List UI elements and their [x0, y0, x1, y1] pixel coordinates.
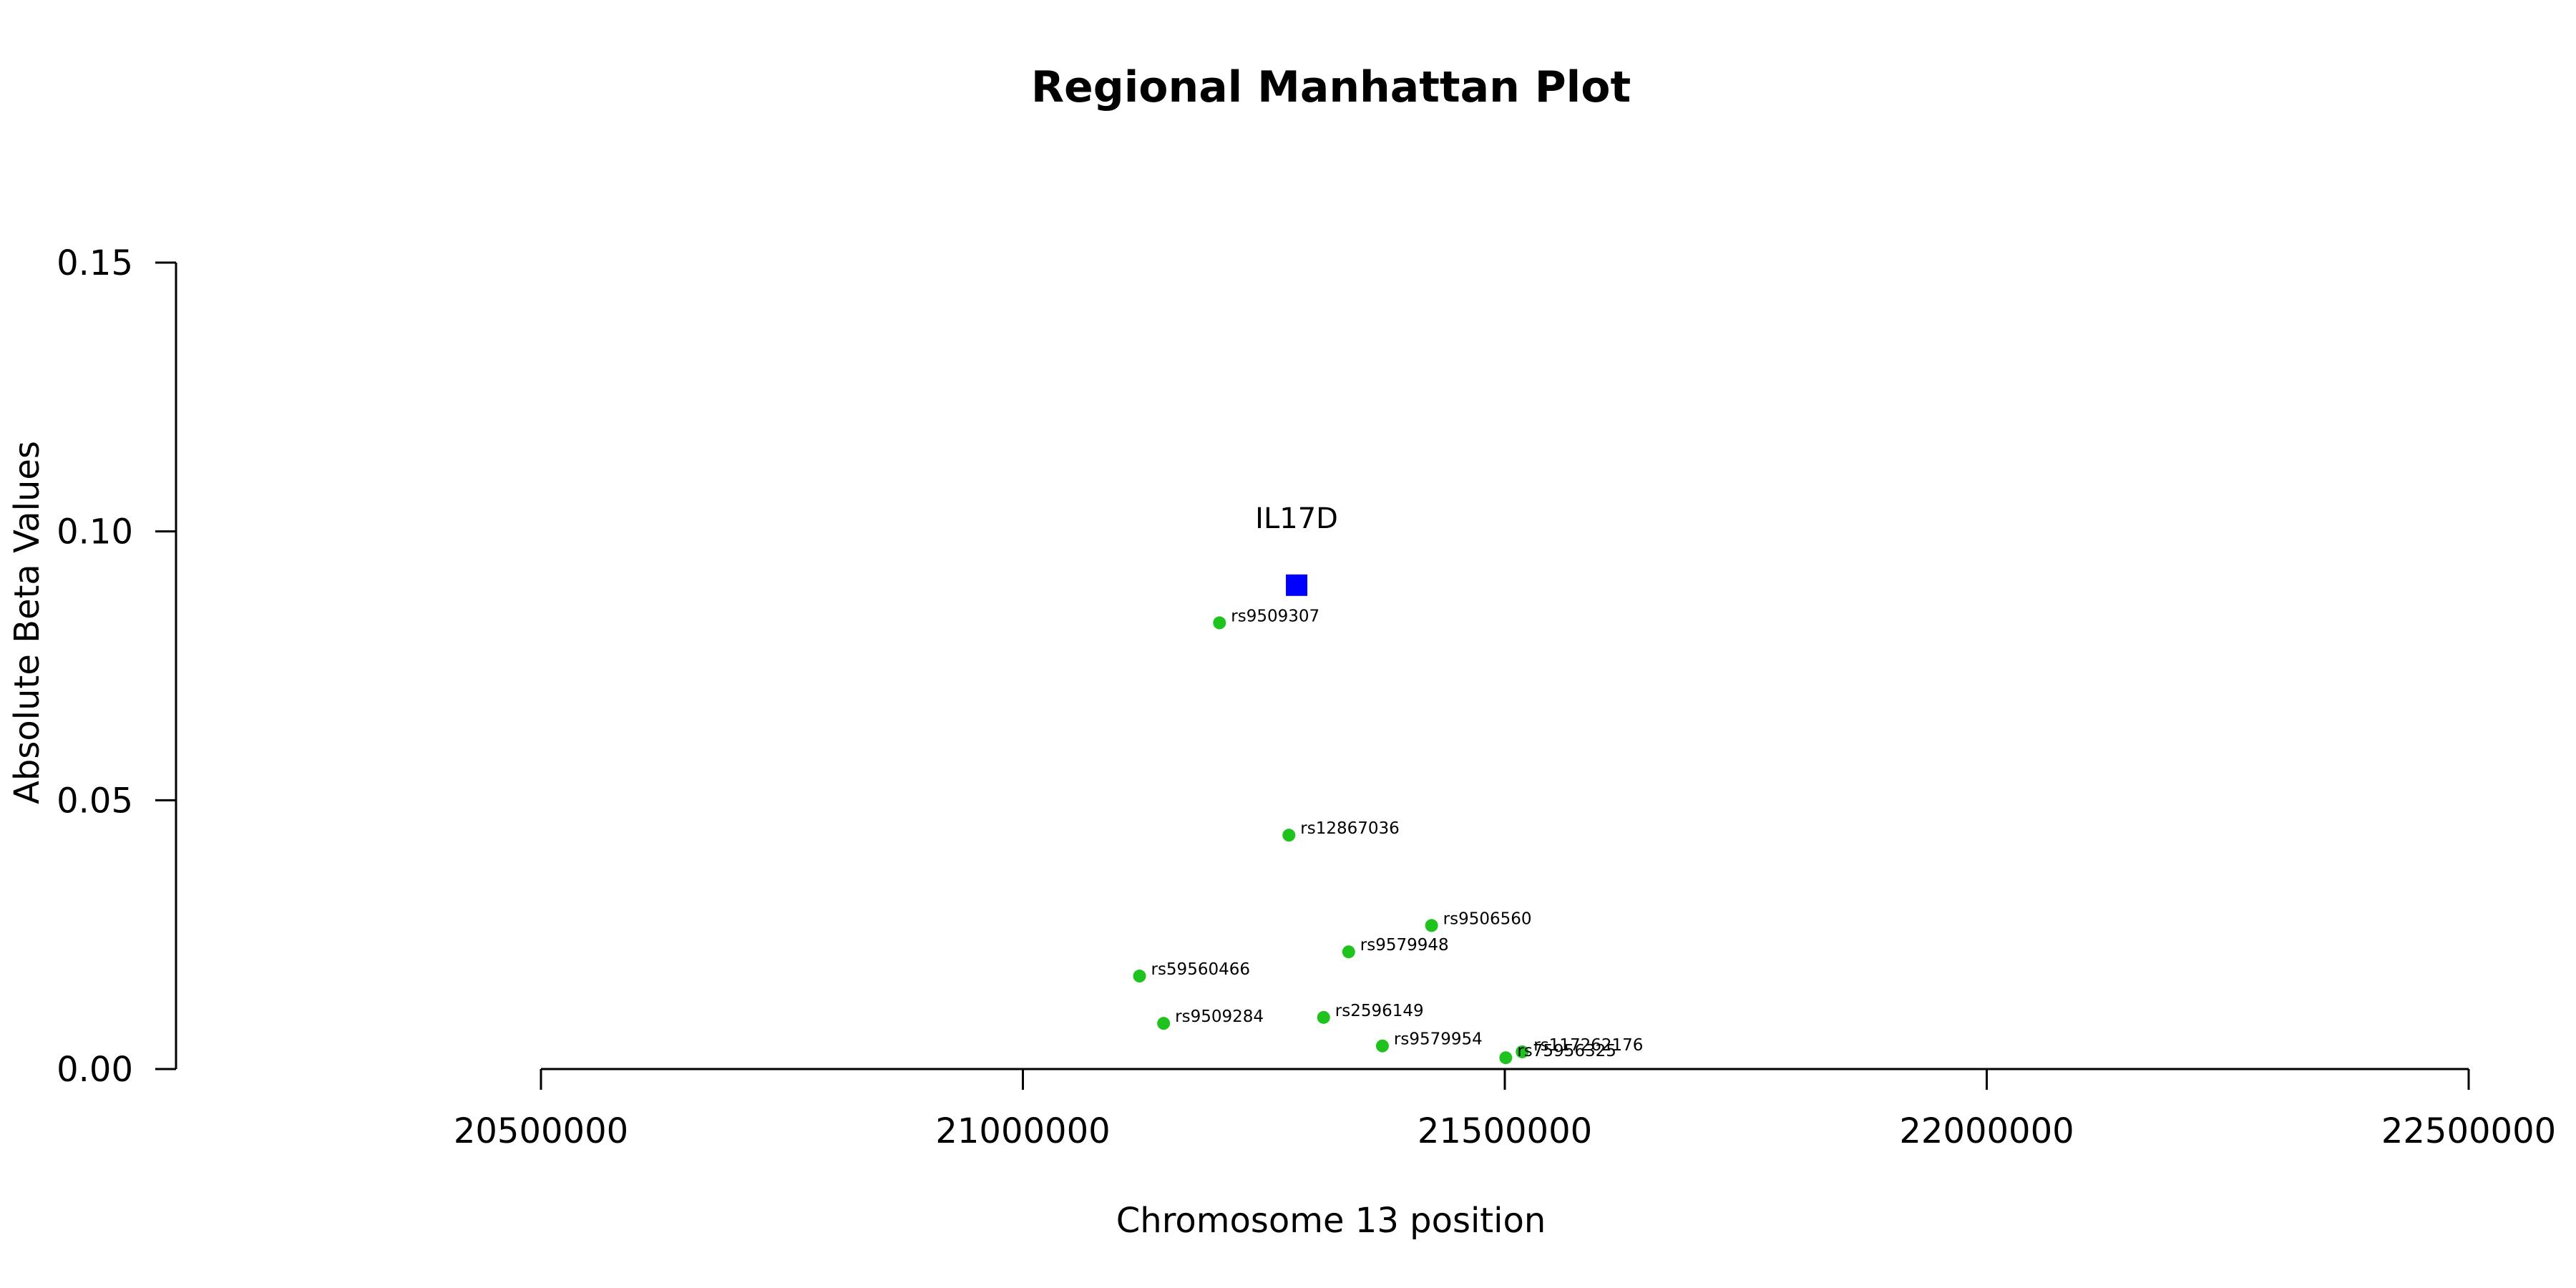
snp-label: rs75956325	[1517, 1042, 1616, 1060]
gene-markers: IL17D	[1255, 502, 1338, 596]
snp-point	[1133, 970, 1146, 983]
snp-label: rs9509307	[1231, 607, 1319, 625]
snp-label: rs117262176	[1533, 1036, 1643, 1055]
snp-point	[1157, 1017, 1171, 1030]
snp-point	[1516, 1045, 1529, 1058]
snp-point	[1282, 829, 1296, 842]
snp-label: rs9579948	[1360, 936, 1449, 955]
snp-point	[1342, 945, 1355, 959]
snp-label: rs9579954	[1394, 1030, 1483, 1049]
snp-label: rs2596149	[1335, 1002, 1424, 1020]
axes: 20500000 21000000 21500000 22000000 22500000…	[57, 243, 2556, 1151]
x-tick-label: 22500000	[2381, 1111, 2556, 1151]
chart-title: Regional Manhattan Plot	[1031, 62, 1631, 112]
snp-point	[1213, 616, 1226, 630]
snp-point	[1317, 1010, 1330, 1024]
y-tick-label: 0.00	[57, 1050, 133, 1090]
gene-marker	[1286, 574, 1308, 596]
snp-point	[1425, 919, 1438, 932]
snp-label: rs9506560	[1443, 909, 1532, 928]
snp-label: rs9509284	[1175, 1008, 1264, 1026]
x-tick-label: 22000000	[1899, 1111, 2074, 1151]
snp-point	[1375, 1039, 1389, 1053]
y-tick-label: 0.10	[57, 512, 133, 552]
x-axis-title: Chromosome 13 position	[1116, 1201, 1546, 1241]
snp-label: rs12867036	[1300, 819, 1400, 838]
y-axis-title: Absolute Beta Values	[7, 441, 47, 804]
y-tick-label: 0.15	[57, 243, 133, 283]
x-tick-label: 21500000	[1418, 1111, 1592, 1151]
snp-label: rs59560466	[1151, 960, 1250, 979]
gene-label: IL17D	[1255, 502, 1338, 535]
x-tick-label: 20500000	[454, 1111, 628, 1151]
y-tick-label: 0.05	[57, 781, 133, 821]
snp-points: rs9509307 rs12867036 rs9506560 rs9579948 rs5…	[1133, 607, 1643, 1065]
x-tick-label: 21000000	[935, 1111, 1110, 1151]
snp-point	[1499, 1051, 1513, 1065]
